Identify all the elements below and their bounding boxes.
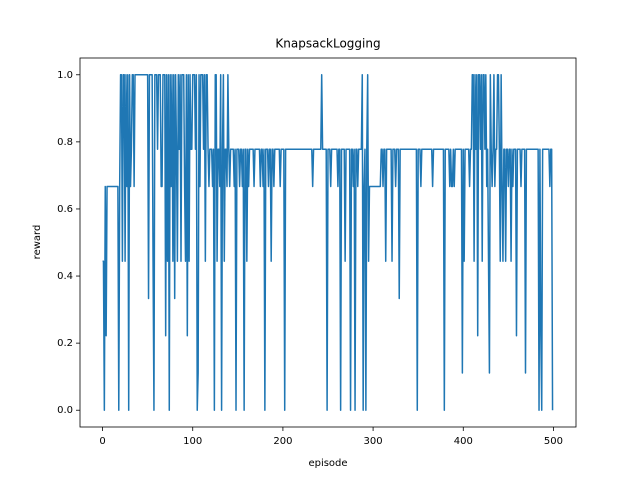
data-line	[102, 74, 554, 411]
x-tick-label: 300	[364, 436, 383, 447]
y-axis-label: reward	[32, 225, 43, 260]
y-tick-label: 0.6	[57, 204, 73, 215]
x-tick-label: 200	[273, 436, 292, 447]
plot-frame	[79, 57, 577, 428]
x-tick-label: 100	[183, 436, 202, 447]
x-tick-label: 400	[454, 436, 473, 447]
x-tick-label: 500	[544, 436, 563, 447]
x-axis-label: episode	[308, 458, 347, 469]
y-tick-label: 0.2	[57, 338, 73, 349]
y-tick-label: 0.4	[57, 271, 73, 282]
chart-title: KnapsackLogging	[275, 37, 380, 51]
y-tick-label: 0.0	[57, 405, 73, 416]
y-tick-label: 0.8	[57, 137, 73, 148]
y-tick-label: 1.0	[57, 70, 73, 81]
x-tick-label: 0	[99, 436, 105, 447]
